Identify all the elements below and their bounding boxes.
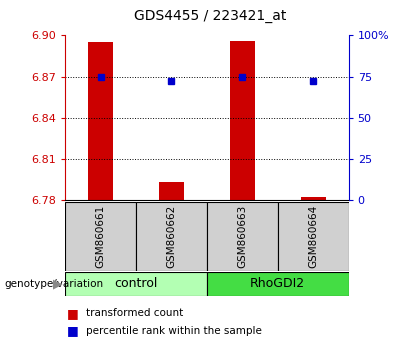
- Text: GSM860662: GSM860662: [166, 205, 176, 268]
- Text: GSM860661: GSM860661: [95, 205, 105, 268]
- Bar: [65, 272, 207, 296]
- Text: GDS4455 / 223421_at: GDS4455 / 223421_at: [134, 9, 286, 23]
- Bar: [207, 202, 278, 271]
- Bar: [278, 202, 349, 271]
- Text: RhoGDI2: RhoGDI2: [250, 277, 305, 290]
- Text: ▶: ▶: [52, 277, 62, 290]
- Bar: [88, 42, 113, 200]
- Bar: [207, 272, 349, 296]
- Text: ■: ■: [67, 307, 79, 320]
- Bar: [230, 41, 255, 200]
- Bar: [159, 182, 184, 200]
- Bar: [136, 202, 207, 271]
- Text: transformed count: transformed count: [86, 308, 184, 318]
- Bar: [301, 197, 326, 200]
- Text: ■: ■: [67, 325, 79, 337]
- Text: control: control: [114, 277, 158, 290]
- Text: percentile rank within the sample: percentile rank within the sample: [86, 326, 262, 336]
- Text: GSM860663: GSM860663: [237, 205, 247, 268]
- Text: genotype/variation: genotype/variation: [4, 279, 103, 289]
- Text: GSM860664: GSM860664: [308, 205, 318, 268]
- Bar: [65, 202, 136, 271]
